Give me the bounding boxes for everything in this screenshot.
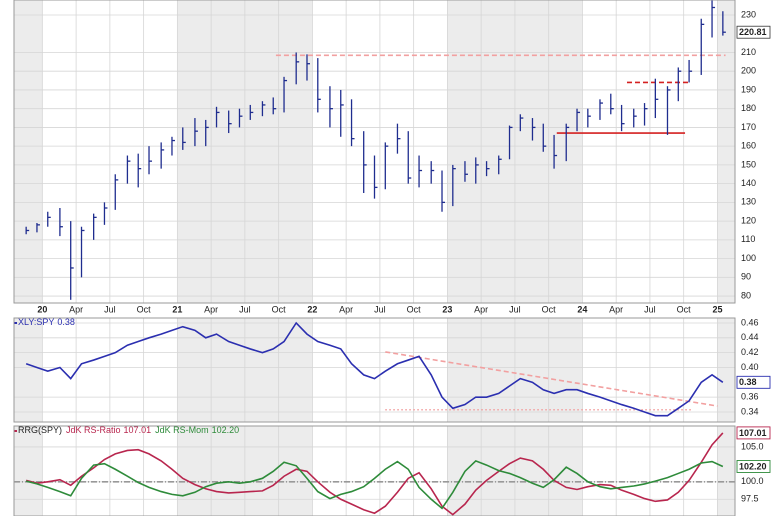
y-tick-label: 0.40 (741, 362, 759, 372)
last-value-box (736, 426, 771, 440)
x-tick-label: 24 (577, 304, 587, 314)
x-tick-label: 23 (442, 304, 452, 314)
legend-title: RRG(SPY) (18, 425, 62, 435)
y-tick-label: 200 (741, 66, 756, 76)
x-tick-label: Apr (474, 304, 488, 314)
last-value-label: 107.01 (739, 428, 767, 438)
y-tick-label: 150 (741, 159, 756, 169)
y-tick-label: 0.46 (741, 317, 759, 327)
last-value-label: 102.20 (739, 461, 767, 471)
x-tick-label: 20 (37, 304, 47, 314)
x-tick-label: Jul (239, 304, 251, 314)
year-band (717, 426, 735, 516)
series-line (25, 321, 724, 417)
y-tick-label: 0.44 (741, 332, 759, 342)
x-tick-label: Apr (339, 304, 353, 314)
year-band (14, 318, 43, 422)
y-tick-label: 0.42 (741, 347, 759, 357)
y-tick-label: 100 (741, 253, 756, 263)
y-tick-label: 110 (741, 234, 755, 244)
y-tick-label: 180 (741, 103, 756, 113)
last-value-box (736, 460, 771, 473)
panel-border (13, 0, 736, 304)
series-line (25, 459, 724, 510)
legend-value: 0.38 (57, 317, 75, 327)
x-tick-label: Jul (644, 304, 656, 314)
y-tick-label: 97.5 (741, 494, 759, 504)
x-tick-label: Jul (374, 304, 386, 314)
x-tick-label: Jul (509, 304, 521, 314)
year-band (14, 0, 43, 303)
legend: RRG(SPY) JdK RS-Ratio 107.01 JdK RS-Mom 102.… (18, 425, 239, 435)
last-value-label: 0.38 (739, 377, 757, 387)
y-tick-label: 230 (741, 9, 756, 19)
year-band (717, 0, 735, 303)
panel-background (14, 318, 735, 422)
year-band (14, 426, 43, 516)
y-tick-label: 105.0 (741, 441, 764, 451)
y-tick-label: 0.36 (741, 392, 759, 402)
legend-value: 102.20 (212, 425, 240, 435)
x-tick-label: Oct (677, 304, 692, 314)
x-tick-label: 22 (307, 304, 317, 314)
x-tick-label: Oct (272, 304, 287, 314)
y-tick-label: 170 (741, 122, 756, 132)
y-tick-label: 130 (741, 197, 756, 207)
legend: XLY:SPY 0.38 (18, 317, 75, 327)
x-tick-label: Oct (542, 304, 557, 314)
panel-background (14, 426, 735, 516)
y-tick-label: 0.34 (741, 406, 759, 416)
annotation-line (385, 351, 718, 407)
last-value-box (736, 375, 771, 389)
series-line (25, 432, 724, 516)
year-band (717, 318, 735, 422)
legend-name: JdK RS-Ratio (66, 425, 121, 435)
legend-name: XLY:SPY (18, 317, 54, 327)
y-tick-label: 210 (741, 47, 756, 57)
panel (14, 318, 735, 422)
y-tick-label: 100.0 (741, 476, 764, 486)
last-value-box (736, 25, 771, 39)
x-tick-label: Jul (104, 304, 116, 314)
x-tick-label: 21 (172, 304, 182, 314)
panel-border (13, 317, 736, 423)
panel (14, 426, 735, 516)
x-tick-label: Apr (609, 304, 623, 314)
x-tick-label: Apr (204, 304, 218, 314)
y-tick-label: 80 (741, 290, 751, 300)
x-tick-label: Apr (69, 304, 83, 314)
y-tick-label: 90 (741, 272, 751, 282)
x-tick-label: Oct (407, 304, 422, 314)
y-tick-label: 190 (741, 84, 756, 94)
x-tick-label: Oct (137, 304, 152, 314)
legend-value: 107.01 (124, 425, 152, 435)
x-tick-label: 25 (712, 304, 722, 314)
last-value-label: 220.81 (739, 27, 767, 37)
y-tick-label: 120 (741, 215, 756, 225)
y-tick-label: 140 (741, 178, 756, 188)
panel (14, 0, 735, 303)
legend-name: JdK RS-Mom (155, 425, 209, 435)
panel-border (13, 425, 736, 516)
panel-background (14, 0, 735, 303)
y-tick-label: 160 (741, 141, 756, 151)
